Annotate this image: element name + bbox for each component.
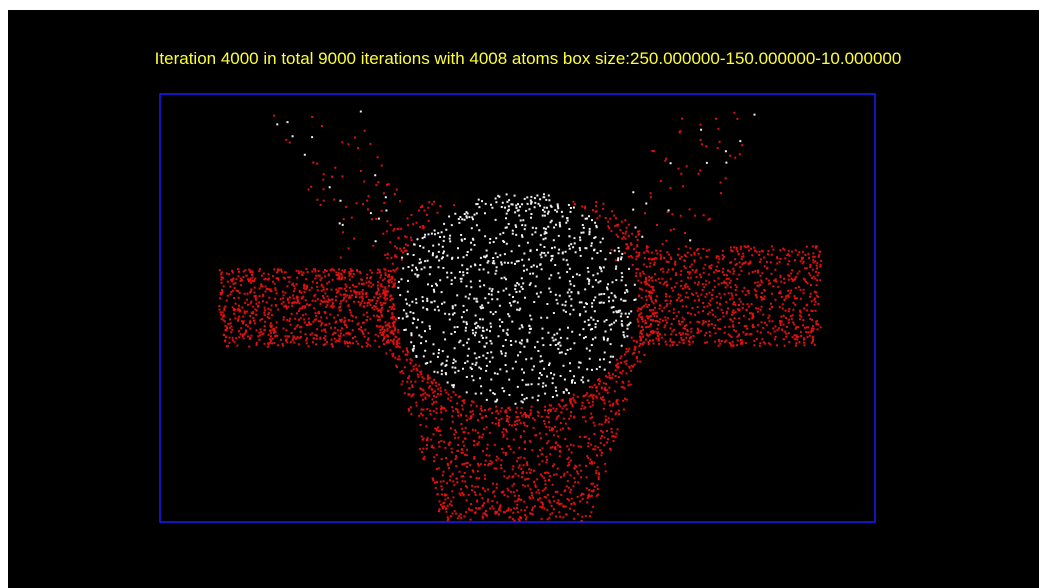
simulation-view: Iteration 4000 in total 9000 iterations … (8, 10, 1039, 588)
status-title: Iteration 4000 in total 9000 iterations … (155, 49, 902, 68)
red-atoms (218, 112, 822, 522)
canvas: Iteration 4000 in total 9000 iterations … (8, 10, 1039, 588)
white-atoms (276, 111, 755, 405)
